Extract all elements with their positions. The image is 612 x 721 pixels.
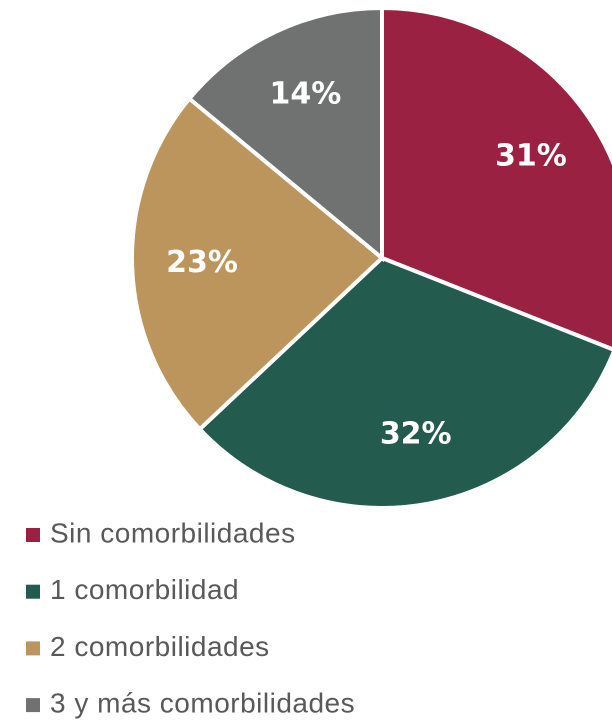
legend-swatch	[26, 528, 40, 542]
value-label: 32%	[380, 416, 452, 451]
value-label: 31%	[495, 138, 567, 173]
value-label: 14%	[269, 77, 341, 112]
value-label: 23%	[166, 245, 238, 280]
pie-slice	[130, 95, 386, 432]
legend-label: 2 comorbilidades	[50, 631, 270, 662]
legend-swatch	[26, 641, 40, 656]
legend-label: Sin comorbilidades	[50, 517, 296, 548]
pie-slice	[380, 5, 612, 352]
pie-slice	[196, 255, 612, 510]
pie-slice	[186, 5, 384, 263]
legend-label: 1 comorbilidad	[50, 574, 239, 605]
legend-swatch	[26, 698, 40, 713]
legend-label: 3 y más comorbilidades	[50, 687, 355, 718]
legend-swatch	[26, 584, 40, 599]
